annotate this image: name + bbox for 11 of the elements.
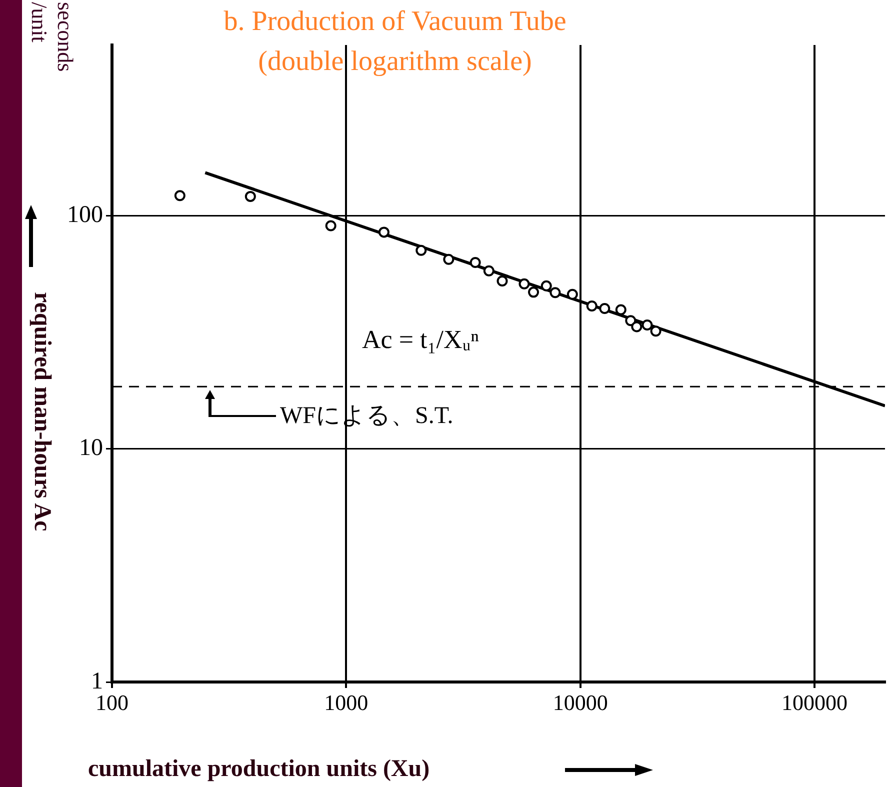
chart-subtitle: (double logarithm scale) [257, 45, 533, 79]
annotation: Ac = t₁/Xᵤⁿ [362, 324, 479, 354]
text: seconds /unit [26, 2, 78, 74]
x-axis-title: cumulative production units (Xu) [88, 756, 430, 783]
x-tick-label: 10000 [552, 690, 608, 715]
x-tick-label: 100000 [782, 690, 848, 715]
x-tick-label: 1000 [324, 690, 368, 715]
chart-title: b. Production of Vacuum Tube [222, 5, 568, 39]
y-tick-label: 10 [79, 435, 103, 462]
y-tick-label: 100 [67, 202, 103, 228]
y-axis-title: required man-hours Ac [28, 292, 55, 532]
